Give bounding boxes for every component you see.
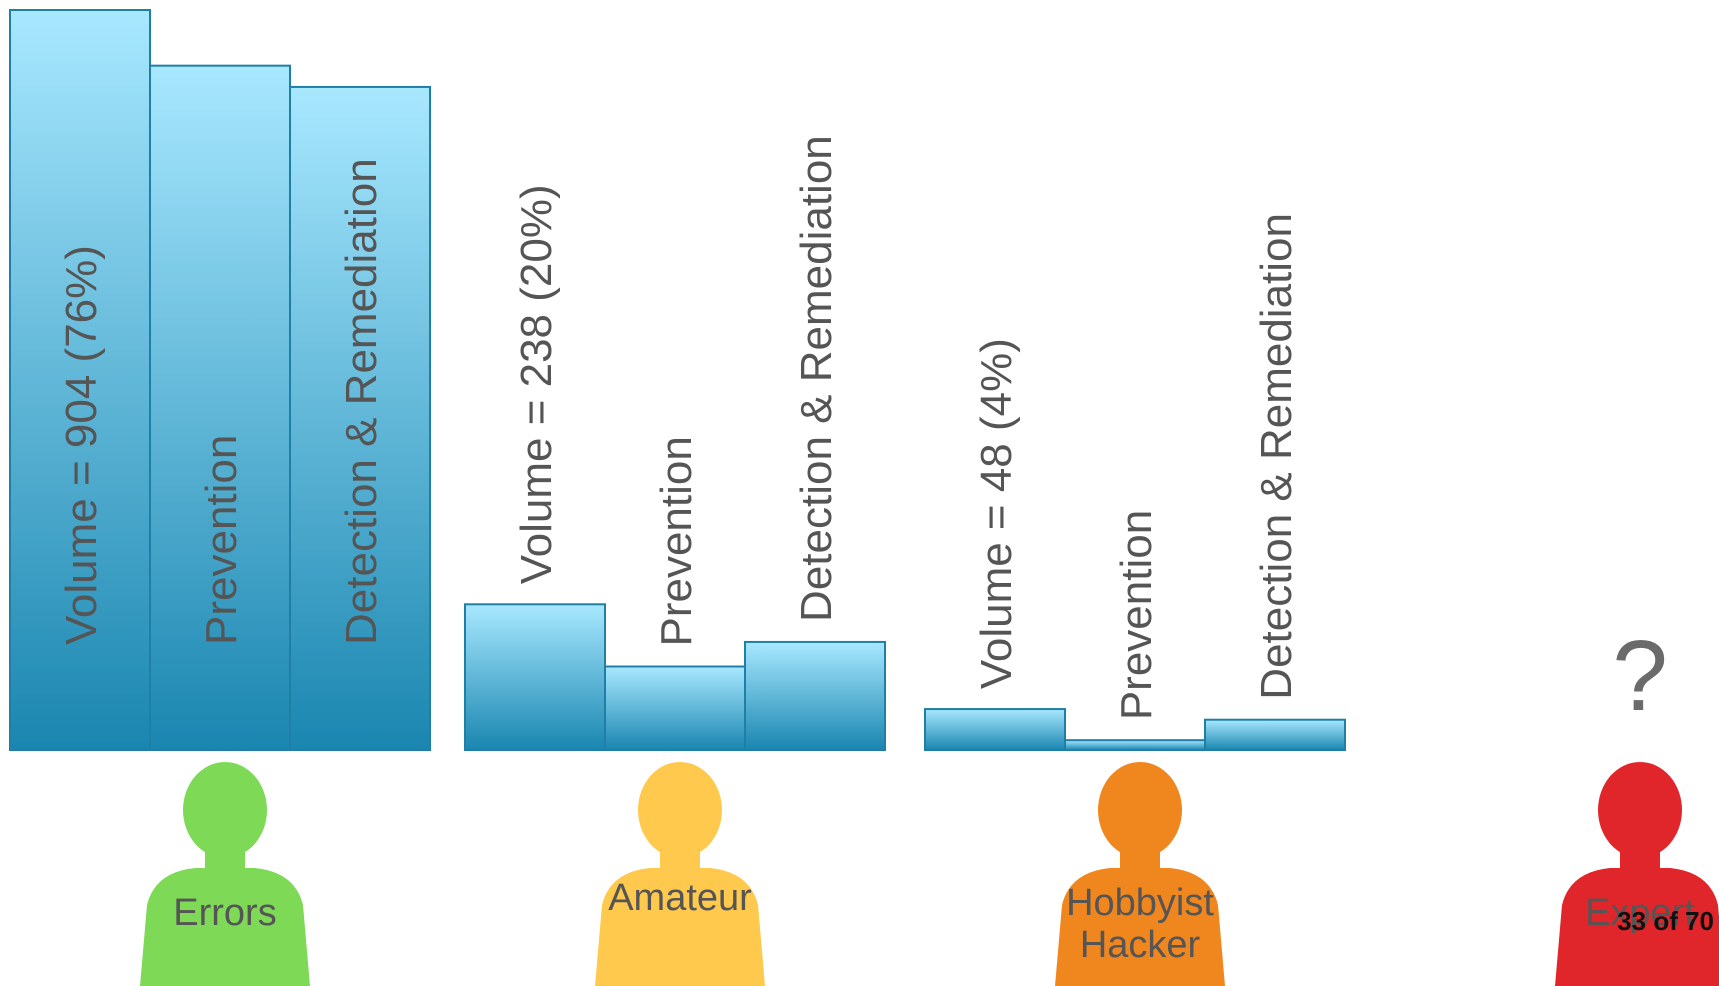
bar-labels-layer: Volume = 904 (76%) Prevention Detection & … — [57, 135, 1301, 720]
page-indicator: 33 of 70 — [1617, 906, 1714, 936]
person-silhouette-2 — [1055, 762, 1225, 986]
bar-1-1 — [604, 665, 746, 751]
people-layer: Errors Amateur Hobbyist Hacker Expert — [140, 762, 1719, 986]
bar-label-2-2: Detection & Remediation — [1252, 213, 1301, 700]
bar-label-2-1: Prevention — [1112, 510, 1161, 720]
bar-label-0-0: Volume = 904 (76%) — [57, 245, 106, 645]
bars-layer — [9, 9, 1346, 752]
person-silhouette-1 — [595, 762, 765, 986]
bar-label-0-1: Prevention — [197, 435, 246, 645]
person-label-3: Expert — [1585, 892, 1695, 934]
bar-2-1 — [1064, 739, 1206, 752]
bar-label-1-1: Prevention — [652, 436, 701, 646]
bar-0-1 — [149, 64, 291, 752]
person-silhouette-0 — [140, 762, 310, 986]
bar-label-2-0: Volume = 48 (4%) — [972, 338, 1021, 689]
unknown-value-marker: ? — [1612, 620, 1668, 732]
person-silhouette-3 — [1555, 762, 1719, 986]
bar-0-2 — [289, 85, 431, 751]
person-label-2: Hobbyist Hacker — [1066, 882, 1214, 966]
bar-1-0 — [464, 603, 606, 752]
bar-1-2 — [744, 640, 886, 751]
bar-label-1-2: Detection & Remediation — [792, 135, 841, 622]
bar-2-2 — [1204, 718, 1346, 752]
bar-0-0 — [9, 9, 151, 751]
bar-label-1-0: Volume = 238 (20%) — [512, 184, 561, 584]
bar-label-0-2: Detection & Remediation — [337, 158, 386, 645]
bar-2-0 — [924, 708, 1066, 752]
person-label-1: Amateur — [608, 877, 752, 919]
person-label-0: Errors — [173, 892, 276, 934]
